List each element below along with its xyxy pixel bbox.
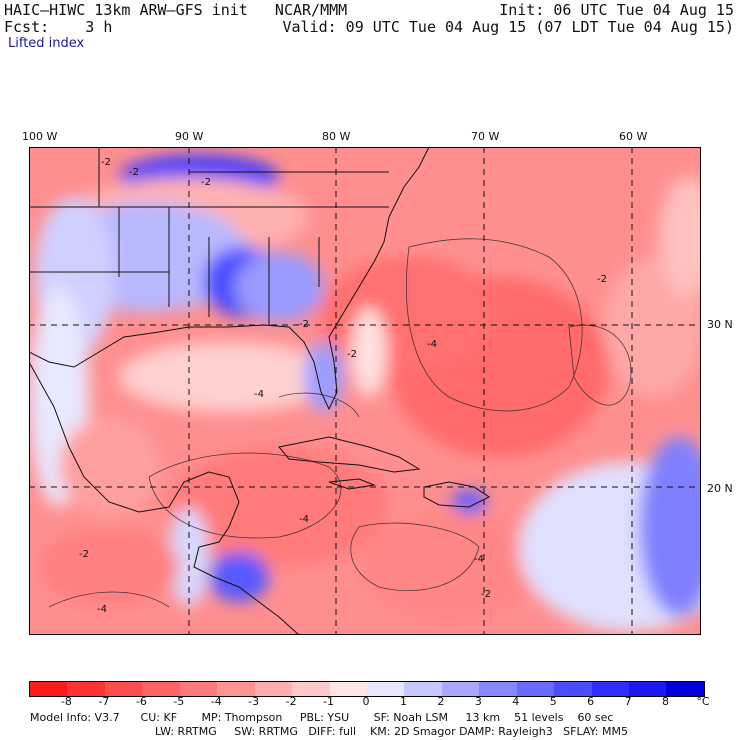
colorbar-tick-label: 1 (399, 695, 407, 708)
lon-label-80w: 80 W (322, 130, 351, 143)
colorbar-swatch (142, 682, 180, 696)
contour-label: -4 (474, 554, 484, 565)
contour-label: -2 (129, 167, 139, 178)
shaded-field (29, 155, 701, 632)
colorbar-swatch (441, 682, 480, 696)
contour-label: -2 (299, 319, 309, 330)
colorbar-tick-label: -1 (323, 695, 335, 708)
lon-label-60w: 60 W (619, 130, 648, 143)
colorbar-swatch (217, 682, 255, 696)
contour-labels: -2 -2 -2 -2 -2 -4 -4 -4 -2 -2 -4 -4 -2 (79, 157, 607, 615)
model-info-line2: LW: RRTMG SW: RRTMG DIFF: full KM: 2D Sm… (155, 725, 628, 738)
colorbar-tick-label: 4 (512, 695, 520, 708)
contour-label: -2 (79, 549, 89, 560)
field-name: Lifted index (8, 36, 85, 51)
valid-time: Valid: 09 UTC Tue 04 Aug 15 (07 LDT Tue … (282, 18, 734, 36)
colorbar-tick-label: -3 (248, 695, 260, 708)
contour-label: -2 (481, 589, 491, 600)
colorbar-swatch (254, 682, 293, 696)
colorbar-swatch (516, 682, 555, 696)
colorbar-swatch (554, 682, 592, 696)
lon-label-70w: 70 W (471, 130, 500, 143)
colorbar-tick-label: -8 (60, 695, 72, 708)
colorbar-tick-label: 7 (624, 695, 632, 708)
lifted-index-map: -2 -2 -2 -2 -2 -4 -4 -4 -2 -2 -4 -4 -2 (29, 147, 701, 635)
colorbar-swatch (179, 682, 218, 696)
colorbar-unit: °C (696, 695, 710, 708)
init-time: Init: 06 UTC Tue 04 Aug 15 (499, 1, 734, 19)
colorbar-tick-label: 5 (549, 695, 557, 708)
colorbar-tick-label: 8 (662, 695, 670, 708)
lon-label-90w: 90 W (175, 130, 204, 143)
map-frame (29, 147, 701, 635)
colorbar-swatch (30, 682, 68, 696)
lon-label-100w: 100 W (22, 130, 58, 143)
contour-label: -2 (347, 349, 357, 360)
model-info-line1: Model Info: V3.7 CU: KF MP: Thompson PBL… (30, 711, 614, 724)
contour-label: -2 (201, 177, 211, 188)
forecast-hour: Fcst: 3 h (4, 18, 113, 36)
lat-label-20n: 20 N (707, 482, 733, 495)
colorbar-tick-label: 6 (587, 695, 595, 708)
colorbar-tick-label: 0 (362, 695, 370, 708)
colorbar-swatch (591, 682, 629, 696)
lat-label-30n: 30 N (707, 318, 733, 331)
colorbar-swatch (329, 682, 367, 696)
colorbar-tick-label: 2 (437, 695, 445, 708)
colorbar-tick-label: -4 (210, 695, 222, 708)
colorbar-swatch (366, 682, 405, 696)
colorbar-tick-label: 3 (474, 695, 482, 708)
colorbar (29, 681, 705, 697)
contour-label: -4 (299, 514, 309, 525)
colorbar-swatch (479, 682, 517, 696)
colorbar-tick-label: -6 (135, 695, 147, 708)
contour-label: -2 (101, 157, 111, 168)
colorbar-swatch (666, 682, 704, 696)
colorbar-swatch (292, 682, 330, 696)
contour-label: -4 (97, 604, 107, 615)
colorbar-swatch (629, 682, 667, 696)
contour-label: -4 (254, 389, 264, 400)
contour-label: -2 (597, 274, 607, 285)
lat-lon-grid (29, 147, 701, 635)
colorbar-tick-label: -2 (285, 695, 297, 708)
model-title: HAIC–HIWC 13km ARW–GFS init NCAR/MMM (4, 1, 348, 19)
coastlines (29, 147, 490, 635)
contour-lines (48, 238, 632, 608)
colorbar-tick-label: -7 (98, 695, 110, 708)
colorbar-swatch (67, 682, 105, 696)
contour-label: -4 (427, 339, 437, 350)
colorbar-swatch (104, 682, 143, 696)
colorbar-swatch (404, 682, 442, 696)
colorbar-tick-label: -5 (173, 695, 185, 708)
